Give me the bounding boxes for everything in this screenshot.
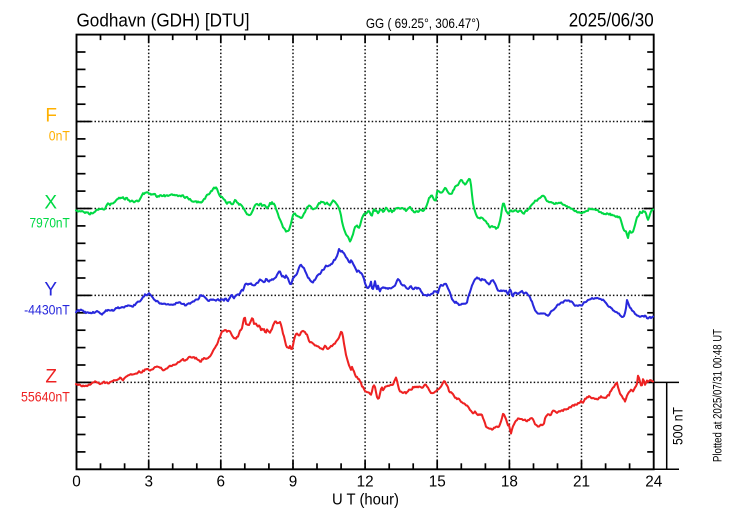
svg-text:U T (hour): U T (hour) bbox=[332, 492, 399, 509]
svg-text:X: X bbox=[44, 193, 57, 214]
svg-text:500 nT: 500 nT bbox=[671, 407, 687, 445]
svg-text:-4430nT: -4430nT bbox=[24, 302, 70, 317]
svg-text:55640nT: 55640nT bbox=[21, 389, 70, 404]
svg-text:12: 12 bbox=[357, 474, 374, 491]
svg-text:Plotted at 2025/07/31 00:48 UT: Plotted at 2025/07/31 00:48 UT bbox=[711, 329, 725, 462]
svg-text:0: 0 bbox=[72, 474, 81, 491]
svg-text:24: 24 bbox=[645, 474, 663, 491]
svg-text:6: 6 bbox=[217, 474, 226, 491]
svg-text:0nT: 0nT bbox=[49, 128, 70, 143]
svg-text:21: 21 bbox=[573, 474, 590, 491]
svg-text:Godhavn (GDH) [DTU]: Godhavn (GDH) [DTU] bbox=[77, 11, 250, 31]
svg-text:15: 15 bbox=[429, 474, 446, 491]
svg-text:F: F bbox=[45, 106, 57, 127]
svg-text:9: 9 bbox=[289, 474, 298, 491]
svg-text:Y: Y bbox=[44, 280, 57, 301]
svg-text:7970nT: 7970nT bbox=[30, 215, 70, 230]
svg-text:Z: Z bbox=[45, 367, 57, 388]
svg-text:3: 3 bbox=[144, 474, 153, 491]
svg-text:18: 18 bbox=[501, 474, 518, 491]
svg-text:GG ( 69.25°, 306.47°): GG ( 69.25°, 306.47°) bbox=[366, 16, 480, 31]
svg-text:2025/06/30: 2025/06/30 bbox=[569, 10, 654, 31]
